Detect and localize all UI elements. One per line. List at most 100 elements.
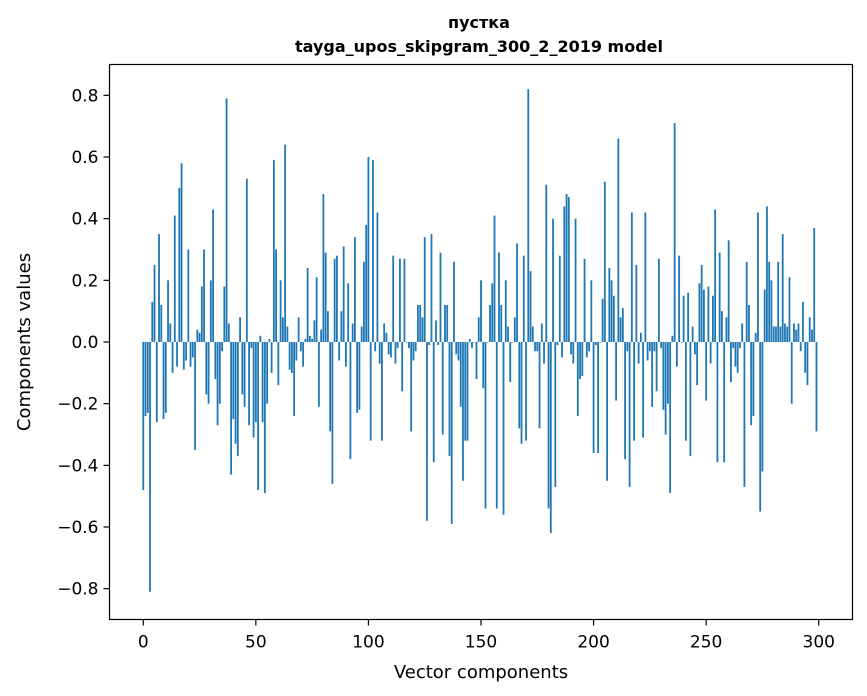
bar xyxy=(185,342,187,361)
bar xyxy=(540,323,543,342)
bar xyxy=(315,277,318,342)
bar xyxy=(234,342,237,444)
bar xyxy=(657,258,660,342)
bar xyxy=(414,342,417,352)
bar xyxy=(160,305,163,342)
bar xyxy=(266,342,269,404)
bar xyxy=(216,342,219,426)
bar xyxy=(626,342,629,352)
bar xyxy=(268,338,271,342)
bar xyxy=(795,329,798,342)
bar xyxy=(739,342,741,349)
bar xyxy=(241,342,244,395)
bar xyxy=(205,342,208,395)
bar xyxy=(446,305,449,342)
bar xyxy=(529,271,532,342)
bar xyxy=(259,335,262,342)
bar xyxy=(223,286,226,342)
bar xyxy=(689,342,692,457)
bar xyxy=(678,255,681,342)
bar xyxy=(590,280,593,342)
bar xyxy=(363,261,365,342)
bar xyxy=(703,289,705,342)
bar xyxy=(723,342,726,463)
bar xyxy=(354,237,356,342)
y-tick-label: 0.2 xyxy=(71,271,98,291)
bar xyxy=(759,342,762,512)
bar xyxy=(567,197,570,342)
bar xyxy=(693,342,696,355)
bar xyxy=(698,283,701,342)
bar xyxy=(173,215,176,342)
bar xyxy=(376,212,379,342)
bar xyxy=(227,323,230,342)
bar xyxy=(232,342,235,420)
bar xyxy=(617,138,620,342)
bar xyxy=(513,317,516,342)
y-axis-label: Components values xyxy=(14,253,35,431)
bar xyxy=(306,268,309,342)
bar xyxy=(245,178,248,342)
bar xyxy=(802,301,804,342)
bar xyxy=(554,342,557,487)
bar xyxy=(347,283,350,342)
bar xyxy=(549,342,552,534)
y-tick-label: −0.8 xyxy=(57,580,98,600)
bar xyxy=(624,342,626,460)
bar xyxy=(790,342,793,404)
bar xyxy=(779,326,782,342)
bar xyxy=(286,326,289,342)
bar xyxy=(594,342,597,346)
bar xyxy=(621,308,624,342)
bar xyxy=(705,342,708,401)
bar xyxy=(655,342,658,392)
bars-group xyxy=(142,89,818,592)
y-tick-label: −0.2 xyxy=(57,395,98,415)
bar xyxy=(518,342,521,429)
bar xyxy=(748,305,750,342)
bar xyxy=(619,317,622,342)
bar xyxy=(336,255,338,342)
bar xyxy=(221,342,223,352)
bar xyxy=(167,280,169,342)
bar xyxy=(770,280,773,342)
bar xyxy=(784,323,786,342)
bar xyxy=(243,342,246,407)
bar xyxy=(149,342,151,592)
bar xyxy=(482,342,485,389)
bar xyxy=(295,342,298,361)
bar xyxy=(606,342,608,481)
bar xyxy=(786,326,789,342)
bar xyxy=(718,252,721,342)
bar xyxy=(281,317,284,342)
bar xyxy=(290,342,293,373)
bar xyxy=(531,326,534,342)
bar xyxy=(730,342,732,383)
bar xyxy=(236,342,239,457)
x-axis-ticks: 0 50 100 150 200 250 300 xyxy=(138,619,835,653)
bar xyxy=(793,323,795,342)
bar xyxy=(405,342,408,343)
bar xyxy=(781,234,784,342)
bar xyxy=(218,342,221,404)
bar xyxy=(293,342,296,416)
bar xyxy=(453,261,455,342)
bar xyxy=(430,234,433,342)
bar xyxy=(311,338,314,342)
bar xyxy=(304,338,307,342)
bar xyxy=(486,342,489,343)
bar xyxy=(491,283,494,342)
bar xyxy=(599,342,602,343)
bar xyxy=(399,258,401,342)
bar xyxy=(171,342,174,373)
bar xyxy=(313,320,316,342)
bar xyxy=(721,311,723,342)
x-tick-label: 300 xyxy=(803,633,835,653)
bar xyxy=(635,264,638,342)
bar xyxy=(257,342,259,490)
bar xyxy=(495,342,498,509)
bar xyxy=(570,342,572,355)
bar xyxy=(648,342,651,352)
bar xyxy=(437,342,440,346)
bar xyxy=(775,326,777,342)
